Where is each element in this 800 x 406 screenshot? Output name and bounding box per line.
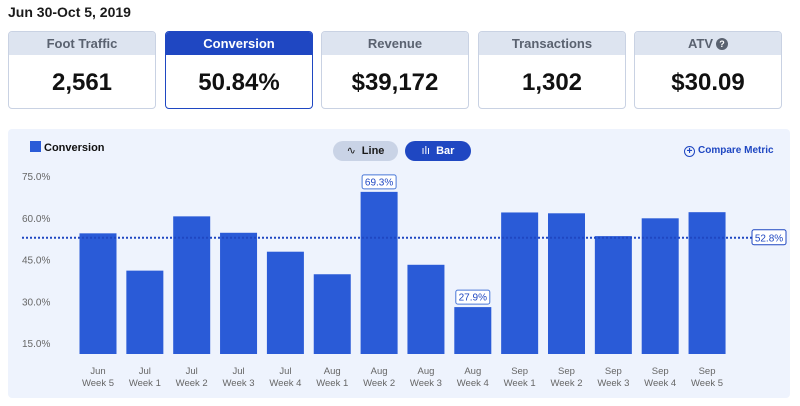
x-tick-week: Week 3: [410, 378, 442, 389]
x-tick-week: Week 1: [129, 378, 161, 389]
kpi-label: Revenue: [322, 32, 468, 55]
y-tick-label: 15.0%: [22, 339, 50, 350]
bar: [454, 307, 492, 354]
bar-toggle-label: Bar: [436, 145, 455, 157]
x-tick-week: Week 1: [504, 378, 536, 389]
line-view-toggle[interactable]: ∿ Line: [333, 141, 398, 161]
x-tick-month: Sep: [511, 366, 528, 377]
kpi-value: 50.84%: [198, 69, 280, 96]
x-tick-month: Aug: [417, 366, 434, 377]
legend-label: Conversion: [44, 142, 105, 154]
line-chart-icon: ∿: [346, 145, 356, 157]
callout-label: 69.3%: [365, 177, 393, 188]
x-tick-month: Jul: [139, 366, 151, 377]
date-range: Jun 30-Oct 5, 2019: [8, 4, 131, 20]
x-tick-month: Sep: [558, 366, 575, 377]
bar: [688, 212, 726, 354]
y-tick-label: 60.0%: [22, 214, 50, 225]
x-tick-month: Jun: [90, 366, 105, 377]
bar: [126, 270, 164, 354]
x-tick-month: Aug: [464, 366, 481, 377]
x-tick-week: Week 4: [269, 378, 301, 389]
x-tick-week: Week 1: [316, 378, 348, 389]
x-tick-month: Sep: [652, 366, 669, 377]
bar-view-toggle[interactable]: ılı Bar: [405, 141, 471, 161]
kpi-value: $39,172: [351, 69, 439, 96]
bar: [220, 232, 258, 354]
bar: [313, 274, 351, 354]
kpi-header: ATV?: [635, 32, 781, 55]
compare-metric-label: Compare Metric: [698, 145, 774, 156]
bar: [407, 264, 445, 354]
kpi-card-transactions[interactable]: Transactions 1,302: [478, 31, 626, 109]
bar: [360, 191, 398, 354]
x-tick-week: Week 3: [223, 378, 255, 389]
x-tick-month: Jul: [186, 366, 198, 377]
kpi-card-revenue[interactable]: Revenue $39,172: [321, 31, 469, 109]
kpi-value: 2,561: [51, 69, 113, 96]
bar: [548, 213, 585, 354]
x-tick-week: Week 5: [691, 378, 723, 389]
kpi-label: Conversion: [166, 32, 312, 55]
bar: [641, 218, 679, 354]
average-label: 52.8%: [755, 233, 783, 244]
plus-circle-icon: +: [684, 146, 695, 157]
legend-swatch: [30, 141, 41, 152]
kpi-value: 1,302: [521, 69, 583, 96]
conversion-bar-chart: 75.0% 60.0% 45.0% 30.0% 15.0% 52.8% 69.3% 27.…: [22, 172, 787, 389]
callout-box: [361, 174, 397, 190]
value-callouts: 69.3% 27.9%: [361, 174, 491, 305]
bar: [266, 251, 304, 354]
kpi-label: ATV: [687, 36, 714, 51]
x-tick-week: Week 3: [597, 378, 629, 389]
y-axis-ticks: 75.0% 60.0% 45.0% 30.0% 15.0%: [22, 172, 50, 350]
y-tick-label: 30.0%: [22, 297, 50, 308]
x-tick-month: Aug: [371, 366, 388, 377]
x-tick-week: Week 2: [363, 378, 395, 389]
kpi-card-atv[interactable]: ATV? $30.09: [634, 31, 782, 109]
kpi-cards: Foot Traffic 2,561 Conversion 50.84% Rev…: [8, 31, 790, 109]
average-line: 52.8%: [22, 229, 787, 246]
callout-box: [455, 289, 491, 305]
x-tick-week: Week 4: [457, 378, 489, 389]
bar: [79, 233, 117, 354]
x-tick-month: Sep: [699, 366, 716, 377]
y-tick-label: 45.0%: [22, 256, 50, 267]
kpi-label: Transactions: [479, 32, 625, 55]
kpi-label: Foot Traffic: [9, 32, 155, 55]
bar: [173, 216, 211, 354]
line-toggle-label: Line: [361, 145, 385, 157]
x-tick-month: Jul: [279, 366, 291, 377]
x-tick-week: Week 2: [176, 378, 208, 389]
bar-chart-icon: ılı: [421, 145, 431, 157]
kpi-card-conversion[interactable]: Conversion 50.84%: [165, 31, 313, 109]
bar: [501, 212, 539, 354]
kpi-value: $30.09: [671, 69, 745, 96]
help-icon[interactable]: ?: [716, 38, 729, 50]
x-tick-week: Week 5: [82, 378, 114, 389]
x-tick-week: Week 2: [550, 378, 582, 389]
average-label-box: [751, 229, 787, 246]
bar: [594, 236, 632, 354]
x-tick-month: Sep: [605, 366, 622, 377]
chart-legend: Conversion: [30, 141, 105, 154]
y-tick-label: 75.0%: [22, 172, 50, 183]
x-tick-week: Week 4: [644, 378, 676, 389]
callout-label: 27.9%: [459, 293, 487, 304]
compare-metric-button[interactable]: + Compare Metric: [684, 145, 774, 157]
bars: [79, 191, 726, 354]
x-tick-month: Aug: [324, 366, 341, 377]
x-tick-month: Jul: [232, 366, 244, 377]
kpi-card-foot-traffic[interactable]: Foot Traffic 2,561: [8, 31, 156, 109]
